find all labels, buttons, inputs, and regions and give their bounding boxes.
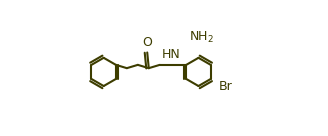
- Text: O: O: [142, 36, 152, 49]
- Text: Br: Br: [218, 80, 232, 93]
- Text: NH$_2$: NH$_2$: [189, 30, 214, 45]
- Text: HN: HN: [161, 48, 180, 61]
